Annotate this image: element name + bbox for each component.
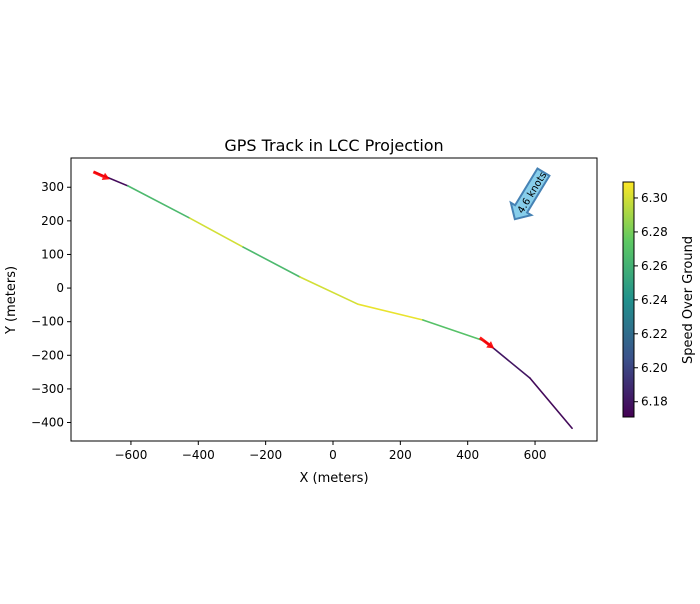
track-segment xyxy=(189,217,244,248)
x-tick-label: −200 xyxy=(249,448,282,462)
speed-annotation: 4.6 knots xyxy=(509,167,551,221)
y-tick-label: 300 xyxy=(41,180,64,194)
y-tick-label: 200 xyxy=(41,214,64,228)
colorbar-tick-label: 6.22 xyxy=(641,327,668,341)
colorbar-label: Speed Over Ground xyxy=(681,236,696,364)
direction-arrow xyxy=(478,336,495,349)
colorbar xyxy=(622,181,635,418)
x-tick-label: 200 xyxy=(389,448,412,462)
arrow-shape xyxy=(92,170,110,181)
y-axis-label: Y (meters) xyxy=(4,266,19,335)
plot-frame xyxy=(70,157,598,442)
colorbar-tick-label: 6.24 xyxy=(641,293,668,307)
x-tick-label: 400 xyxy=(456,448,479,462)
track-segment xyxy=(529,377,573,430)
colorbar-tick-label: 6.26 xyxy=(641,259,668,273)
x-tick-label: −600 xyxy=(114,448,147,462)
x-tick-label: 600 xyxy=(524,448,547,462)
y-tick-label: −300 xyxy=(31,382,64,396)
track-segment xyxy=(242,246,301,278)
colorbar-tick-label: 6.18 xyxy=(641,395,668,409)
x-tick-label: 0 xyxy=(329,448,337,462)
track-segment xyxy=(422,319,486,342)
annotation-arrow-icon xyxy=(509,167,551,221)
y-tick-label: −200 xyxy=(31,348,64,362)
track-segment xyxy=(299,276,359,306)
colorbar-tick-label: 6.30 xyxy=(641,191,668,205)
x-axis-label: X (meters) xyxy=(299,471,368,486)
chart-title: GPS Track in LCC Projection xyxy=(224,136,443,155)
y-tick-label: 0 xyxy=(56,281,64,295)
direction-arrow xyxy=(92,170,110,181)
track-segment xyxy=(357,303,424,321)
colorbar-tick-label: 6.20 xyxy=(641,361,668,375)
colorbar-tick-label: 6.28 xyxy=(641,225,668,239)
y-tick-label: −100 xyxy=(31,315,64,329)
track-segment xyxy=(127,185,191,219)
y-tick-label: 100 xyxy=(41,247,64,261)
arrow-shape xyxy=(478,336,495,349)
y-tick-label: −400 xyxy=(31,416,64,430)
x-tick-label: −400 xyxy=(182,448,215,462)
